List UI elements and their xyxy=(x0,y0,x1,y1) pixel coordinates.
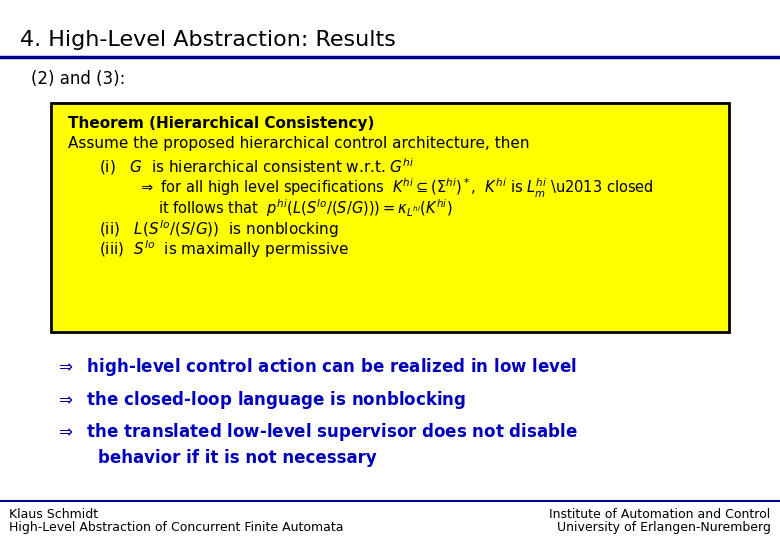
Text: $\Rightarrow$  high-level control action can be realized in low level: $\Rightarrow$ high-level control action … xyxy=(55,356,576,379)
Text: (i)   $G$  is hierarchical consistent w.r.t. $G^{hi}$: (i) $G$ is hierarchical consistent w.r.t… xyxy=(99,157,415,177)
Text: $\Rightarrow$ for all high level specifications  $K^{hi} \subseteq (\Sigma^{hi}): $\Rightarrow$ for all high level specifi… xyxy=(138,177,654,200)
Text: Institute of Automation and Control: Institute of Automation and Control xyxy=(549,508,771,521)
Text: $\Rightarrow$  the translated low-level supervisor does not disable: $\Rightarrow$ the translated low-level s… xyxy=(55,421,577,443)
Text: University of Erlangen-Nuremberg: University of Erlangen-Nuremberg xyxy=(557,521,771,534)
Text: Klaus Schmidt: Klaus Schmidt xyxy=(9,508,98,521)
FancyBboxPatch shape xyxy=(51,103,729,332)
Text: behavior if it is not necessary: behavior if it is not necessary xyxy=(98,449,376,467)
Text: (2) and (3):: (2) and (3): xyxy=(31,70,126,88)
Text: Assume the proposed hierarchical control architecture, then: Assume the proposed hierarchical control… xyxy=(68,136,530,151)
Text: High-Level Abstraction of Concurrent Finite Automata: High-Level Abstraction of Concurrent Fin… xyxy=(9,521,344,534)
Text: 4. High-Level Abstraction: Results: 4. High-Level Abstraction: Results xyxy=(20,30,395,50)
Text: Theorem (Hierarchical Consistency): Theorem (Hierarchical Consistency) xyxy=(68,116,374,131)
Text: (iii)  $S^{lo}$  is maximally permissive: (iii) $S^{lo}$ is maximally permissive xyxy=(99,239,349,260)
Text: $\Rightarrow$  the closed-loop language is nonblocking: $\Rightarrow$ the closed-loop language i… xyxy=(55,389,466,411)
Text: (ii)   $L(S^{lo}/(S/G))$  is nonblocking: (ii) $L(S^{lo}/(S/G))$ is nonblocking xyxy=(99,219,339,240)
Text: it follows that  $p^{hi}(L(S^{lo}/(S/G))) = \kappa_{L^{hi}}(K^{hi})$: it follows that $p^{hi}(L(S^{lo}/(S/G)))… xyxy=(158,198,452,219)
